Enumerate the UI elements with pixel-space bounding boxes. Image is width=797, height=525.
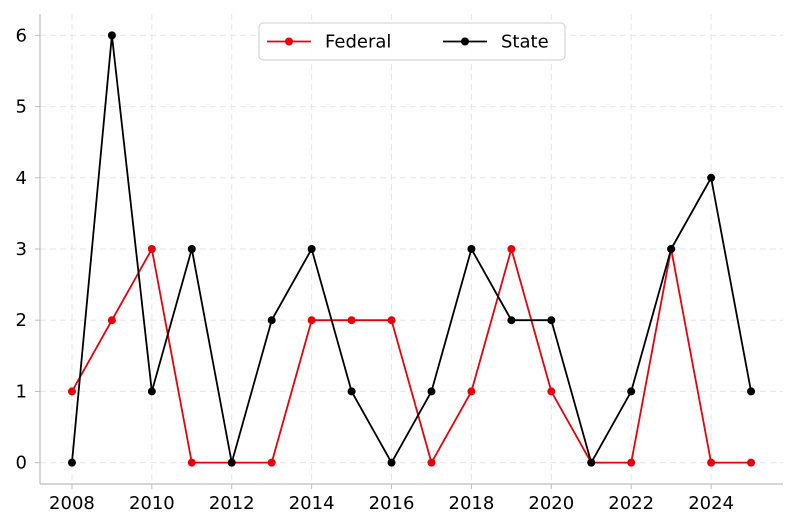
data-point-federal [627, 458, 636, 467]
data-point-federal [707, 458, 716, 467]
legend-swatch-marker-state [461, 37, 469, 46]
legend-label-federal: Federal [325, 32, 391, 53]
y-tick-label: 2 [16, 310, 27, 331]
legend-swatch-marker-federal [285, 37, 293, 46]
data-point-federal [747, 458, 756, 467]
x-tick-label: 2014 [289, 493, 335, 514]
data-point-federal [387, 316, 396, 325]
data-point-federal [307, 316, 316, 325]
data-point-federal [107, 316, 116, 325]
x-tick-label: 2016 [369, 493, 415, 514]
data-point-state [347, 387, 356, 396]
data-point-state [667, 245, 676, 253]
y-tick-label: 1 [16, 381, 27, 402]
legend-label-state: State [501, 32, 549, 53]
data-point-federal [347, 316, 356, 325]
y-tick-label: 5 [16, 97, 27, 118]
x-tick-label: 2024 [688, 493, 734, 514]
series-line-state [71, 34, 752, 464]
data-point-federal [507, 245, 516, 253]
legend-item-state: State [443, 32, 549, 53]
x-tick-label: 2018 [449, 493, 495, 514]
data-point-state [267, 316, 276, 325]
data-point-state [387, 458, 396, 467]
data-point-state [147, 387, 156, 396]
x-tick-label: 2020 [528, 493, 574, 514]
y-tick-label: 3 [16, 239, 27, 260]
data-point-state [547, 316, 556, 325]
data-point-state [747, 387, 756, 396]
data-point-state [427, 387, 436, 396]
y-tick-label: 0 [16, 453, 27, 474]
legend-box [258, 22, 566, 61]
y-tick-label: 4 [16, 168, 27, 189]
legend: Federal State [258, 22, 566, 61]
data-point-state [467, 245, 476, 253]
legend-item-federal: Federal [267, 32, 391, 53]
x-tick-label: 2010 [129, 493, 175, 514]
data-point-federal [147, 245, 156, 253]
data-point-state [707, 173, 716, 182]
x-tick-label: 2022 [608, 493, 654, 514]
x-tick-label: 2008 [49, 493, 95, 514]
data-point-state [627, 387, 636, 396]
y-tick-label: 6 [16, 25, 27, 46]
data-point-state [67, 458, 76, 467]
series-line-federal [71, 248, 752, 464]
data-point-federal [547, 387, 556, 396]
data-point-federal [467, 387, 476, 396]
data-point-state [507, 316, 516, 325]
series-layer [67, 31, 756, 467]
data-point-state [227, 458, 236, 467]
data-point-federal [67, 387, 76, 396]
data-point-state [187, 245, 196, 253]
data-point-federal [427, 458, 436, 467]
data-point-federal [187, 458, 196, 467]
series-state [67, 31, 756, 467]
x-tick-label: 2012 [209, 493, 255, 514]
data-point-federal [267, 458, 276, 467]
data-point-state [587, 458, 596, 467]
data-point-state [307, 245, 316, 253]
data-point-state [107, 31, 116, 40]
axes: 0 1 2 3 4 5 6 2008 2010 2012 2014 2016 2018 2020 2022 2… [16, 14, 783, 514]
series-federal [67, 245, 756, 467]
